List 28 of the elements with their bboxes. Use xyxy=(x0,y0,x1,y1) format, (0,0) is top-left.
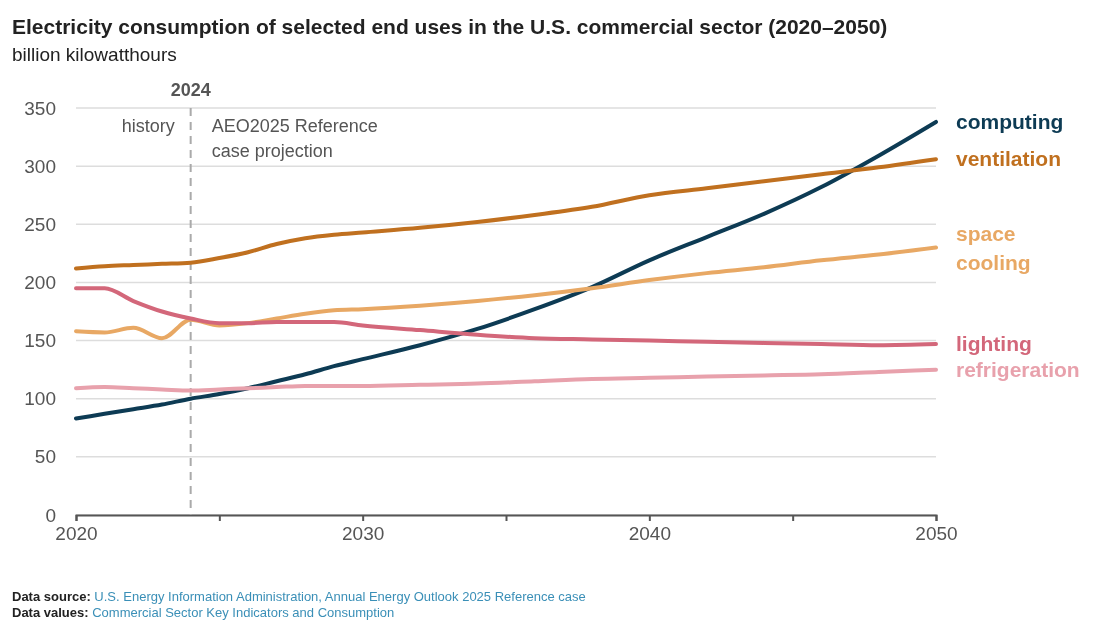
annotation: history xyxy=(121,116,175,136)
x-tick-label: 2040 xyxy=(628,523,671,545)
series-label: ventilation xyxy=(956,147,1062,171)
line-series xyxy=(74,286,938,348)
annotation: AEO2025 Reference case projection xyxy=(211,116,378,161)
series-label: computing xyxy=(956,109,1064,133)
y-tick-label: 350 xyxy=(24,97,56,119)
series-label: refrigeration xyxy=(956,357,1080,381)
y-tick-label: 50 xyxy=(34,446,56,468)
y-tick-label: 200 xyxy=(24,272,56,294)
line-series xyxy=(74,245,938,341)
chart-subtitle: billion kilowatthours xyxy=(12,44,177,65)
x-tick-label: 2030 xyxy=(342,523,385,545)
y-tick-label: 300 xyxy=(24,155,56,177)
y-tick-label: 0 xyxy=(45,504,56,526)
line-series xyxy=(74,367,938,393)
source-note: Data source: U.S. Energy Information Administration, Annual Energy Outlook 2025 Reference case xyxy=(12,589,586,604)
series-label: lighting xyxy=(956,332,1032,356)
series-label: space cooling xyxy=(956,221,1031,274)
y-tick-label: 250 xyxy=(24,213,56,235)
text: Data values: Commercial Sector Key Indicators and Consumption xyxy=(12,605,395,620)
line-series xyxy=(74,119,938,421)
y-tick-label: 150 xyxy=(24,330,56,352)
y-tick-label: 100 xyxy=(24,388,56,410)
chart-title: Electricity consumption of selected end uses in the U.S. commercial sector (2020–2050) xyxy=(12,15,888,38)
x-tick-label: 2020 xyxy=(55,523,98,545)
ref-line-label: 2024 xyxy=(170,80,211,100)
x-tick-label: 2050 xyxy=(915,523,958,545)
